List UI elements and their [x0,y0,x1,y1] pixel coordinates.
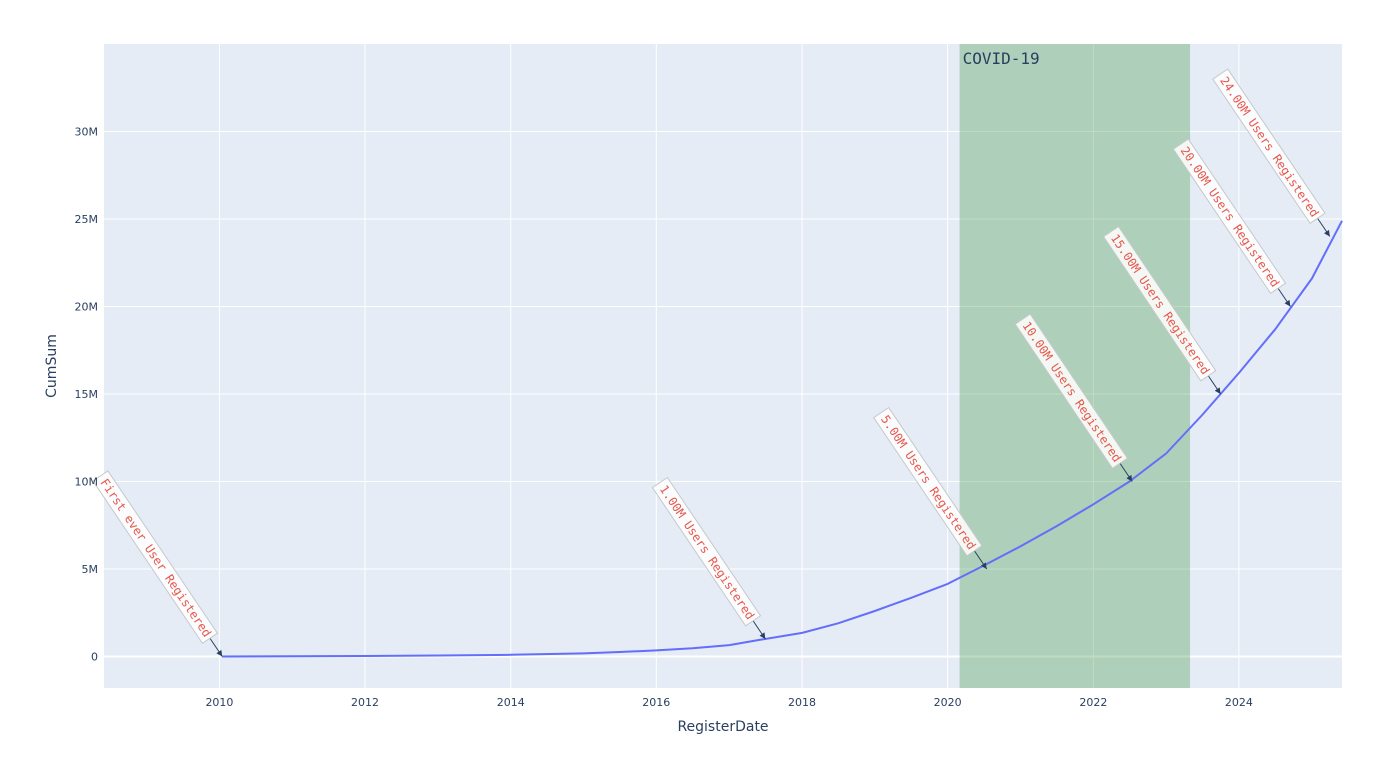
annotation-box [92,470,219,644]
y-axis-ticks: 0 5M 10M 15M 20M 25M 30M [75,126,99,664]
annotation-arrowhead [1214,387,1221,394]
x-tick-label: 2016 [642,696,670,709]
x-tick-label: 2012 [351,696,379,709]
y-tick-label: 20M [75,301,99,314]
y-tick-label: 15M [75,388,99,401]
annotation-box [1102,225,1217,382]
annotation-arrowhead [759,632,766,639]
y-tick-label: 25M [75,213,99,226]
annotation-box [1212,68,1326,224]
annotation-arrowhead [1323,229,1330,237]
x-tick-label: 2020 [934,696,962,709]
series-line [222,220,1343,658]
annotation-box [1172,138,1287,294]
y-axis-title: CumSum [44,334,60,398]
annotation-arrowhead [1284,299,1291,307]
covid-label: COVID-19 [963,49,1040,68]
x-axis-ticks: 2010 2012 2014 2016 2018 2020 2022 2024 [205,696,1252,709]
covid-shaded-region [959,44,1191,688]
annotation-arrowhead [980,562,987,569]
x-tick-label: 2010 [205,696,233,709]
cumsum-line [222,220,1343,658]
x-tick-label: 2014 [497,696,525,709]
x-tick-label: 2022 [1079,696,1107,709]
x-axis-title: RegisterDate [677,719,768,735]
covid-band: COVID-19 [959,44,1191,688]
y-tick-label: 10M [75,476,99,489]
annotation-arrowhead [216,649,223,657]
x-tick-label: 2018 [788,696,816,709]
annotation-box [651,476,762,627]
annotation-box [1014,313,1129,469]
y-tick-label: 30M [75,126,99,139]
y-tick-label: 5M [82,563,99,576]
annotation-box [873,406,983,557]
annotation-arrowhead [1126,474,1133,482]
y-tick-label: 0 [91,651,98,664]
x-tick-label: 2024 [1225,696,1253,709]
